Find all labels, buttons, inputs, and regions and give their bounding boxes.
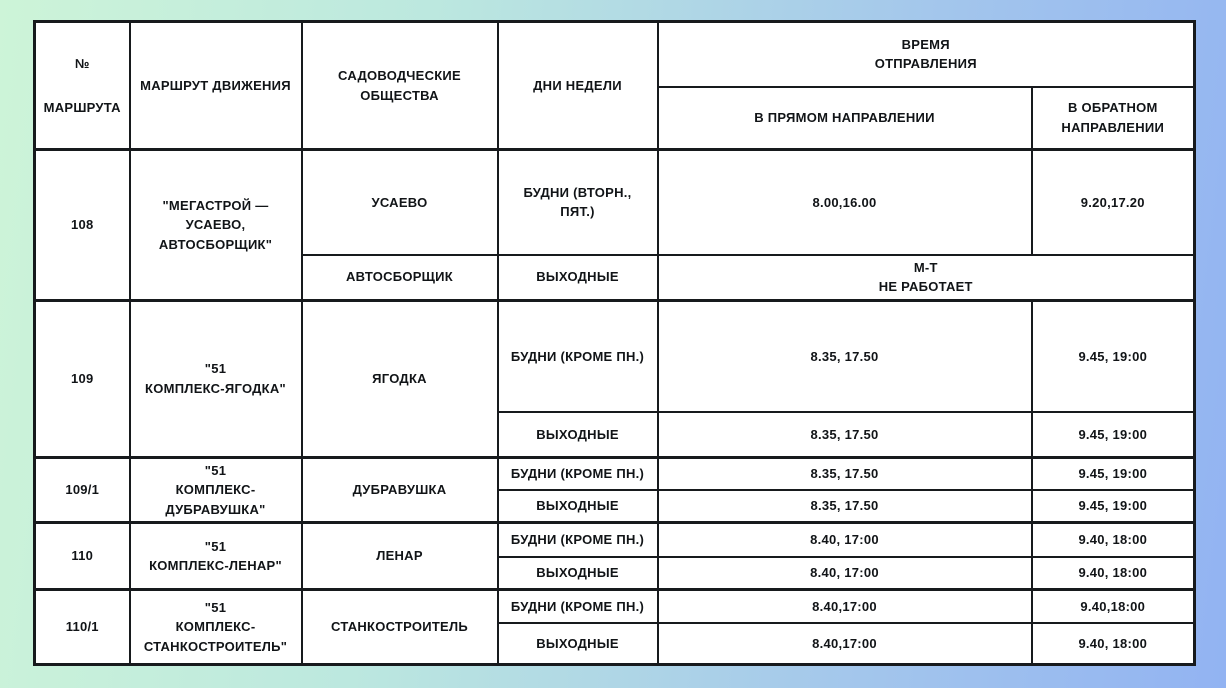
table-row: АВТОСБОРЩИК ВЫХОДНЫЕ М-Т НЕ РАБОТАЕТ	[35, 253, 1196, 301]
cell-route-no: 108	[33, 148, 131, 301]
cell-time-forward: 8.40,17:00	[656, 621, 1033, 666]
cell-route-no: 110/1	[33, 588, 131, 666]
cell-time-backward: 9.45, 19:00	[1030, 455, 1196, 492]
col-header-societies: САДОВОДЧЕСКИЕ ОБЩЕСТВА	[300, 20, 499, 151]
cell-days: БУДНИ (КРОМЕ ПН.)	[496, 298, 659, 413]
cell-society: УСАЕВО	[300, 148, 499, 256]
cell-days: БУДНИ (КРОМЕ ПН.)	[496, 521, 659, 558]
col-header-route-name: МАРШРУТ ДВИЖЕНИЯ	[128, 20, 303, 151]
cell-route-name: "51 КОМПЛЕКС- ДУБРАВУШКА"	[128, 455, 303, 524]
cell-time-forward: 8.35, 17.50	[656, 411, 1033, 458]
col-header-departure-time: ВРЕМЯ ОТПРАВЛЕНИЯ	[656, 20, 1196, 88]
cell-route-name: "51 КОМПЛЕКС- СТАНКОСТРОИТЕЛЬ"	[128, 588, 303, 666]
cell-time-backward: 9.45, 19:00	[1030, 489, 1196, 524]
cell-route-no: 109	[33, 298, 131, 458]
table-row: 110/1 "51 КОМПЛЕКС- СТАНКОСТРОИТЕЛЬ" СТА…	[33, 588, 1196, 666]
cell-days: БУДНИ (КРОМЕ ПН.)	[496, 588, 659, 624]
cell-society: СТАНКОСТРОИТЕЛЬ	[300, 588, 499, 666]
cell-time-forward: 8.35, 17.50	[656, 455, 1033, 492]
schedule-poster: № МАРШРУТА МАРШРУТ ДВИЖЕНИЯ САДОВОДЧЕСКИ…	[33, 20, 1197, 666]
header-row-directions: В ПРЯМОМ НАПРАВЛЕНИИ В ОБРАТНОМ НАПРАВЛЕ…	[35, 85, 1196, 151]
cell-society: ЛЕНАР	[300, 521, 499, 591]
cell-days: ВЫХОДНЫЕ	[496, 411, 659, 458]
cell-society: ЯГОДКА	[300, 298, 499, 458]
table-row: ВЫХОДНЫЕ 8.35, 17.50 9.45, 19:00	[35, 411, 1196, 458]
cell-time-forward: 8.00,16.00	[656, 148, 1033, 256]
cell-time-forward: 8.35, 17.50	[656, 489, 1033, 524]
cell-route-name: "МЕГАСТРОЙ — УСАЕВО, АВТОСБОРЩИК"	[128, 148, 303, 301]
header-row-top: № МАРШРУТА МАРШРУТ ДВИЖЕНИЯ САДОВОДЧЕСКИ…	[33, 20, 1196, 151]
table-row: 108 "МЕГАСТРОЙ — УСАЕВО, АВТОСБОРЩИК" УС…	[33, 148, 1196, 301]
cell-time-backward: 9.40,18:00	[1030, 588, 1196, 624]
col-header-route-number: № МАРШРУТА	[33, 20, 131, 151]
table-row: 110 "51 КОМПЛЕКС-ЛЕНАР" ЛЕНАР БУДНИ (КРО…	[33, 521, 1196, 591]
cell-time-backward: 9.45, 19:00	[1030, 411, 1196, 458]
cell-time-forward: 8.35, 17.50	[656, 298, 1033, 413]
cell-route-name: "51 КОМПЛЕКС-ЯГОДКА"	[128, 298, 303, 458]
cell-not-working: М-Т НЕ РАБОТАЕТ	[656, 253, 1196, 301]
table-row: 109/1 "51 КОМПЛЕКС- ДУБРАВУШКА" ДУБРАВУШ…	[33, 455, 1196, 524]
cell-time-forward: 8.40,17:00	[656, 588, 1033, 624]
cell-days: ВЫХОДНЫЕ	[496, 253, 659, 301]
cell-days: БУДНИ (ВТОРН., ПЯТ.)	[496, 148, 659, 256]
route-number-symbol: №	[74, 56, 90, 71]
table-row: ВЫХОДНЫЕ 8.35, 17.50 9.45, 19:00	[35, 489, 1196, 524]
table-row: ВЫХОДНЫЕ 8.40,17:00 9.40, 18:00	[35, 621, 1196, 666]
bus-schedule-table: № МАРШРУТА МАРШРУТ ДВИЖЕНИЯ САДОВОДЧЕСКИ…	[33, 20, 1197, 666]
cell-time-forward: 8.40, 17:00	[656, 521, 1033, 558]
col-header-forward: В ПРЯМОМ НАПРАВЛЕНИИ	[656, 85, 1033, 151]
cell-time-backward: 9.40, 18:00	[1030, 621, 1196, 666]
cell-days: ВЫХОДНЫЕ	[496, 621, 659, 666]
cell-days: ВЫХОДНЫЕ	[496, 555, 659, 591]
table-row: 109 "51 КОМПЛЕКС-ЯГОДКА" ЯГОДКА БУДНИ (К…	[33, 298, 1196, 458]
col-header-days: ДНИ НЕДЕЛИ	[496, 20, 659, 151]
cell-time-backward: 9.40, 18:00	[1030, 555, 1196, 591]
cell-time-forward: 8.40, 17:00	[656, 555, 1033, 591]
route-number-word: МАРШРУТА	[43, 99, 121, 115]
cell-society: ДУБРАВУШКА	[300, 455, 499, 524]
cell-days: БУДНИ (КРОМЕ ПН.)	[496, 455, 659, 492]
col-header-backward: В ОБРАТНОМ НАПРАВЛЕНИИ	[1030, 85, 1196, 151]
cell-time-backward: 9.45, 19:00	[1030, 298, 1196, 413]
table-row: ВЫХОДНЫЕ 8.40, 17:00 9.40, 18:00	[35, 555, 1196, 591]
cell-society: АВТОСБОРЩИК	[300, 253, 499, 301]
cell-route-no: 109/1	[33, 455, 131, 524]
cell-route-no: 110	[33, 521, 131, 591]
cell-days: ВЫХОДНЫЕ	[496, 489, 659, 524]
cell-time-backward: 9.20,17.20	[1030, 148, 1196, 256]
cell-route-name: "51 КОМПЛЕКС-ЛЕНАР"	[128, 521, 303, 591]
cell-time-backward: 9.40, 18:00	[1030, 521, 1196, 558]
